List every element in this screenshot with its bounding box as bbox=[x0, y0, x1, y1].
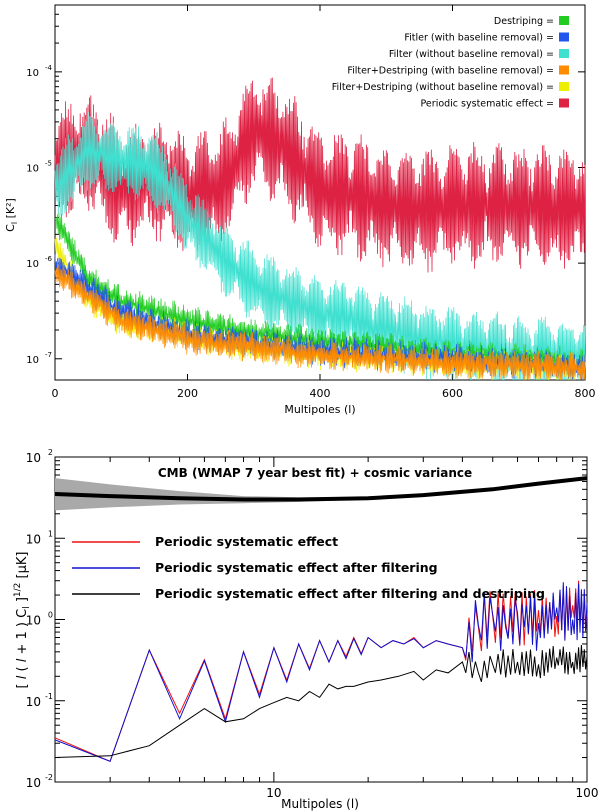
bottom-x-tick-label: 10 bbox=[266, 786, 281, 800]
top-y-tick-exponent: -5 bbox=[45, 159, 52, 167]
top-legend-label: Fitler (with baseline removal) = bbox=[404, 33, 554, 44]
top-y-tick-label: 10 bbox=[26, 355, 39, 366]
top-legend-label: Filter+Destriping (without baseline remo… bbox=[332, 82, 554, 93]
bottom-x-axis-label: Multipoles (l) bbox=[281, 797, 359, 811]
bottom-y-tick-label: 10 bbox=[26, 776, 41, 790]
bottom-y-tick-exponent: -2 bbox=[45, 773, 53, 782]
top-y-tick-exponent: -7 bbox=[45, 351, 52, 359]
top-series-line bbox=[54, 212, 586, 379]
top-x-tick-label: 200 bbox=[177, 387, 198, 400]
top-legend-swatch bbox=[559, 16, 569, 25]
bottom-series-line bbox=[54, 580, 588, 762]
bottom-y-tick-exponent: 0 bbox=[48, 611, 53, 620]
top-legend-label: Periodic systematic effect = bbox=[421, 99, 554, 110]
top-y-label-rest: [K²] bbox=[4, 198, 17, 222]
top-legend-swatch bbox=[559, 82, 569, 91]
bottom-legend-label: Periodic systematic effect after filteri… bbox=[155, 586, 545, 601]
cmb-variance-band bbox=[55, 477, 587, 511]
top-legend-label: Filter (without baseline removal) = bbox=[389, 49, 554, 60]
top-legend-label: Destriping = bbox=[494, 16, 554, 27]
top-y-tick-label: 10 bbox=[26, 163, 39, 174]
top-series-group bbox=[54, 77, 586, 381]
top-legend: Destriping = Fitler (with baseline remova… bbox=[332, 16, 569, 110]
bottom-x-tick-label: 100 bbox=[576, 786, 599, 800]
top-x-tick-label: 800 bbox=[575, 387, 596, 400]
bottom-series-line bbox=[54, 582, 588, 762]
top-ticks: 0 200 400 600 800 10 -7 10 -6 10 -5 10 -4 bbox=[26, 4, 596, 400]
top-series-line bbox=[54, 260, 586, 381]
bottom-y-axis-label: [ l ( l + 1 ) Cl ]1/2 [μK] bbox=[13, 552, 32, 689]
bottom-legend-label: Periodic systematic effect bbox=[155, 534, 338, 549]
top-y-label-base: C bbox=[4, 224, 17, 232]
cmb-best-fit-line bbox=[54, 476, 588, 502]
bottom-y-tick-label: 10 bbox=[26, 532, 41, 546]
svg-text:Cl [K²]: Cl [K²] bbox=[4, 198, 19, 232]
bottom-y-tick-label: 10 bbox=[26, 614, 41, 628]
top-x-tick-label: 0 bbox=[52, 387, 59, 400]
top-legend-swatch bbox=[559, 65, 569, 75]
top-y-tick-exponent: -4 bbox=[45, 64, 53, 72]
top-series-line bbox=[54, 77, 586, 273]
svg-text:[ l ( l + 1 ) Cl ]1/2 [μK]: [ l ( l + 1 ) Cl ]1/2 [μK] bbox=[13, 552, 32, 689]
top-x-tick-label: 600 bbox=[442, 387, 463, 400]
top-x-tick-label: 400 bbox=[310, 387, 331, 400]
top-y-tick-exponent: -6 bbox=[45, 255, 53, 263]
top-chart: 0 200 400 600 800 10 -7 10 -6 10 -5 10 -4 Destriping… bbox=[4, 4, 596, 416]
bottom-series-group bbox=[54, 580, 588, 762]
bottom-y-tick-exponent: 2 bbox=[48, 448, 53, 457]
bottom-series-line bbox=[54, 644, 588, 758]
bottom-legend-label: Periodic systematic effect after filteri… bbox=[155, 560, 438, 575]
top-legend-swatch bbox=[559, 98, 569, 108]
top-y-label-sub: l bbox=[10, 222, 19, 224]
bottom-y-tick-label: 10 bbox=[26, 451, 41, 465]
cmb-band bbox=[54, 476, 588, 511]
top-legend-swatch bbox=[559, 49, 569, 58]
top-y-tick-label: 10 bbox=[26, 68, 39, 79]
top-legend-label: Filter+Destriping (with baseline removal… bbox=[347, 66, 554, 77]
top-y-tick-label: 10 bbox=[26, 259, 39, 270]
bottom-y-tick-exponent: -1 bbox=[45, 692, 53, 701]
bottom-y-tick-exponent: 1 bbox=[48, 529, 53, 538]
cmb-annotation: CMB (WMAP 7 year best fit) + cosmic vari… bbox=[158, 466, 472, 480]
top-legend-swatch bbox=[559, 32, 569, 42]
bottom-y-tick-label: 10 bbox=[26, 695, 41, 709]
top-y-axis-label: Cl [K²] bbox=[4, 198, 19, 232]
bottom-legend: Periodic systematic effect Periodic syste… bbox=[72, 534, 545, 601]
top-x-axis-label: Multipoles (l) bbox=[284, 403, 355, 416]
